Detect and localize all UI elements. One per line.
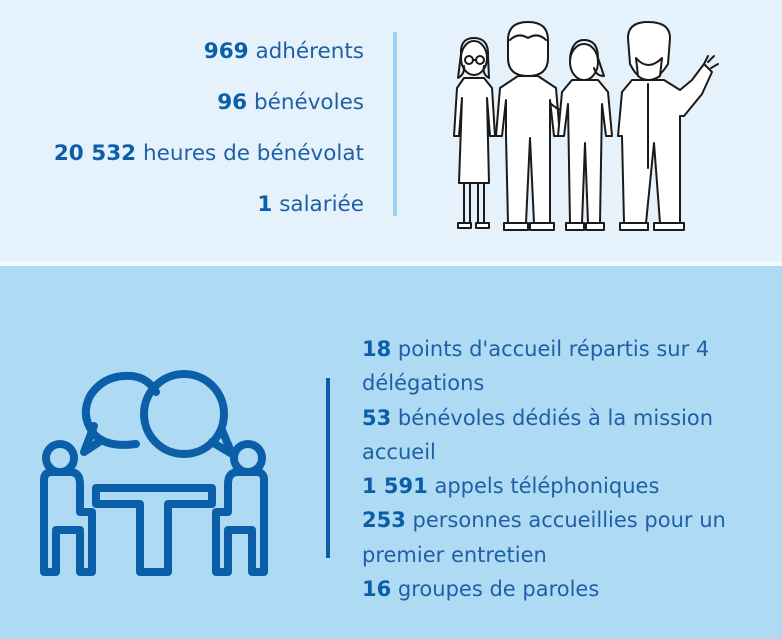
stat-line: 969 adhérents bbox=[54, 26, 364, 77]
volunteers-stats-list: 969 adhérents 96 bénévoles 20 532 heures… bbox=[54, 26, 364, 230]
stat-line: 1 591 appels téléphoniques bbox=[362, 469, 772, 503]
stat-label: groupes de paroles bbox=[397, 577, 600, 602]
stat-label: heures de bénévolat bbox=[142, 141, 364, 166]
stat-number: 16 bbox=[362, 577, 392, 602]
stat-number: 1 bbox=[257, 192, 273, 217]
stat-label: appels téléphoniques bbox=[434, 474, 660, 499]
reception-section bbox=[0, 266, 782, 639]
stat-line: 96 bénévoles bbox=[54, 77, 364, 128]
stat-number: 20 532 bbox=[53, 141, 137, 166]
stat-line: 20 532 heures de bénévolat bbox=[54, 128, 364, 179]
divider-line bbox=[326, 378, 330, 558]
stat-number: 253 bbox=[362, 508, 406, 533]
meeting-conversation-icon bbox=[40, 370, 268, 576]
stat-line: 1 salariée bbox=[54, 179, 364, 230]
stat-line: 253 personnes accueillies pour un premie… bbox=[362, 503, 772, 572]
stat-number: 18 bbox=[362, 337, 392, 361]
stat-line: 18 points d'accueil répartis sur 4 délég… bbox=[362, 332, 772, 401]
section-separator bbox=[0, 262, 782, 266]
people-group-icon bbox=[453, 21, 719, 231]
stat-number: 96 bbox=[217, 90, 248, 115]
stat-line: 16 groupes de paroles bbox=[362, 572, 772, 606]
stat-label: bénévoles dédiés à la mission accueil bbox=[362, 405, 714, 464]
stat-number: 969 bbox=[203, 39, 249, 64]
stat-number: 53 bbox=[362, 405, 392, 430]
stat-label: personnes accueillies pour un premier en… bbox=[362, 508, 726, 567]
stat-label: salariée bbox=[279, 192, 364, 217]
reception-stats-list: 18 points d'accueil répartis sur 4 délég… bbox=[362, 332, 772, 606]
stat-label: points d'accueil répartis sur 4 délégati… bbox=[362, 337, 710, 396]
stat-line: 53 bénévoles dédiés à la mission accueil bbox=[362, 401, 772, 470]
stat-number: 1 591 bbox=[362, 474, 428, 499]
stat-label: adhérents bbox=[255, 39, 364, 64]
divider-line bbox=[393, 32, 397, 216]
stat-label: bénévoles bbox=[253, 90, 364, 115]
